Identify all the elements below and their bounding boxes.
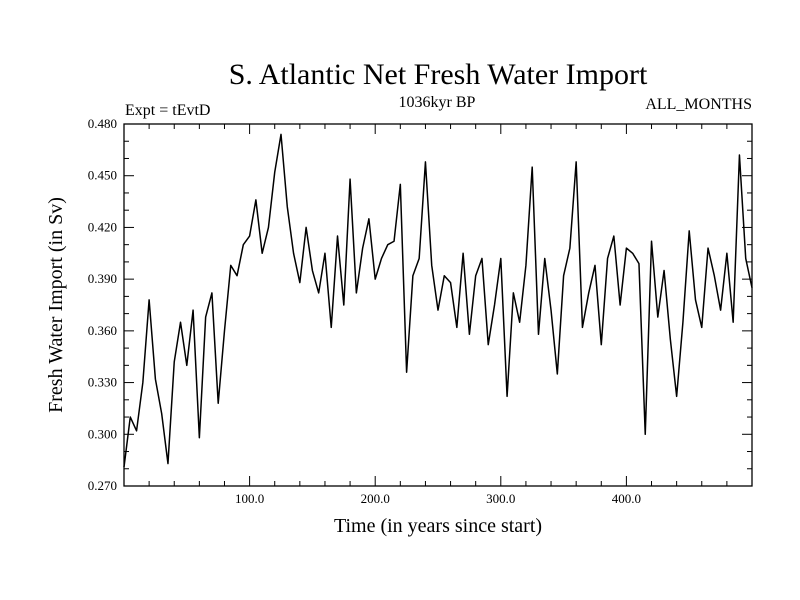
y-axis: 0.270 0.300 0.330 0.360 0.390 0.420 0.450 0.480 bbox=[88, 116, 752, 493]
y-axis-label: Fresh Water Import (in Sv) bbox=[45, 197, 67, 413]
y-tick-label: 0.480 bbox=[88, 116, 117, 131]
x-axis-label: Time (in years since start) bbox=[334, 515, 542, 537]
y-tick-label: 0.420 bbox=[88, 219, 117, 234]
series-line bbox=[123, 133, 753, 468]
period-label: 1036kyr BP bbox=[399, 94, 476, 111]
plot-frame bbox=[123, 123, 753, 487]
chart-title: S. Atlantic Net Fresh Water Import bbox=[229, 58, 648, 91]
y-tick-label: 0.360 bbox=[88, 323, 117, 338]
y-tick-label: 0.270 bbox=[88, 478, 117, 493]
x-axis: 100.0 200.0 300.0 400.0 bbox=[148, 124, 728, 506]
x-tick-label: 100.0 bbox=[235, 491, 264, 506]
y-tick-label: 0.390 bbox=[88, 271, 117, 286]
plot-area bbox=[123, 133, 753, 468]
x-tick-label: 300.0 bbox=[486, 491, 515, 506]
months-label: ALL_MONTHS bbox=[645, 96, 752, 113]
y-tick-label: 0.300 bbox=[88, 426, 117, 441]
x-tick-label: 400.0 bbox=[612, 491, 641, 506]
y-tick-label: 0.330 bbox=[88, 375, 117, 390]
y-tick-label: 0.450 bbox=[88, 168, 117, 183]
x-tick-label: 200.0 bbox=[361, 491, 390, 506]
experiment-label: Expt = tEvtD bbox=[125, 102, 210, 119]
